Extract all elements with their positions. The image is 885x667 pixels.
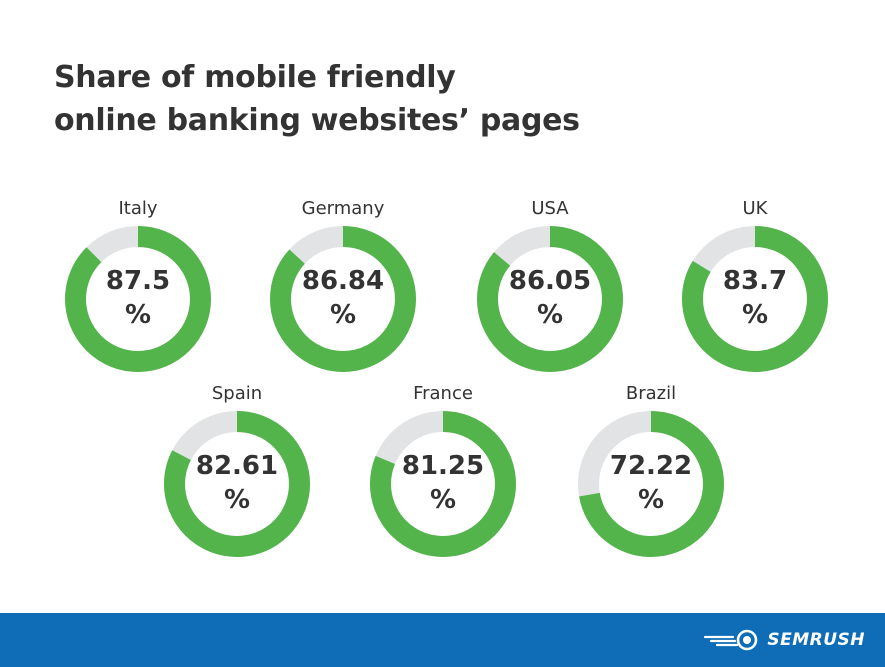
- donut-value-arc: [578, 411, 724, 557]
- donut-label: Brazil: [625, 383, 677, 404]
- donut-value-unit: %: [637, 485, 665, 515]
- donut-ring: [65, 226, 211, 372]
- brand-logo: SEMRUSH: [703, 627, 865, 653]
- donut-value-arc: [682, 226, 828, 372]
- donut-value-label: 83.7%: [680, 264, 830, 332]
- donut-uk: UK 83.7%: [680, 198, 830, 378]
- donut-value-unit: %: [536, 300, 564, 330]
- donut-ring: [270, 226, 416, 372]
- chart-title-line-2: online banking websites’ pages: [54, 103, 580, 138]
- donut-value-unit: %: [223, 485, 251, 515]
- donut-value-number: 86.05: [508, 266, 592, 296]
- donut-value-label: 82.61%: [162, 449, 312, 517]
- chart-title: Share of mobile friendly online banking …: [54, 56, 754, 142]
- donut-value-number: 87.5: [105, 266, 171, 296]
- semrush-logo-icon: [704, 629, 758, 651]
- donut-value-unit: %: [741, 300, 769, 330]
- donut-brazil: Brazil 72.22%: [576, 383, 726, 563]
- donut-label: Italy: [118, 198, 158, 219]
- chart-title-line-1: Share of mobile friendly: [54, 60, 456, 95]
- donut-value-unit: %: [329, 300, 357, 330]
- donut-ring: [477, 226, 623, 372]
- donut-value-number: 81.25: [401, 451, 485, 481]
- donut-value-label: 86.84%: [268, 264, 418, 332]
- donut-ring: [164, 411, 310, 557]
- donut-value-arc: [477, 226, 623, 372]
- donut-value-arc: [370, 411, 516, 557]
- donut-ring: [370, 411, 516, 557]
- donut-value-unit: %: [124, 300, 152, 330]
- donut-france: France 81.25%: [368, 383, 518, 563]
- donut-value-number: 82.61: [195, 451, 279, 481]
- donut-label: USA: [531, 198, 569, 219]
- donut-usa: USA 86.05%: [475, 198, 625, 378]
- donut-italy: Italy 87.5%: [63, 198, 213, 378]
- donut-label: Germany: [301, 198, 385, 219]
- donut-label: UK: [742, 198, 768, 219]
- donut-label: France: [413, 383, 473, 404]
- donut-label: Spain: [211, 383, 263, 404]
- donut-value-label: 86.05%: [475, 264, 625, 332]
- donut-value-arc: [65, 226, 211, 372]
- donut-value-unit: %: [429, 485, 457, 515]
- brand-name: SEMRUSH: [767, 630, 865, 650]
- donut-value-label: 72.22%: [576, 449, 726, 517]
- donut-germany: Germany 86.84%: [268, 198, 418, 378]
- donut-value-number: 72.22: [609, 451, 693, 481]
- donut-value-label: 81.25%: [368, 449, 518, 517]
- donut-ring: [682, 226, 828, 372]
- donut-ring: [578, 411, 724, 557]
- donut-value-number: 86.84: [301, 266, 385, 296]
- donut-spain: Spain 82.61%: [162, 383, 312, 563]
- footer-bar: SEMRUSH: [0, 613, 885, 667]
- donut-value-arc: [164, 411, 310, 557]
- donut-value-arc: [270, 226, 416, 372]
- donut-value-number: 83.7: [722, 266, 788, 296]
- donut-value-label: 87.5%: [63, 264, 213, 332]
